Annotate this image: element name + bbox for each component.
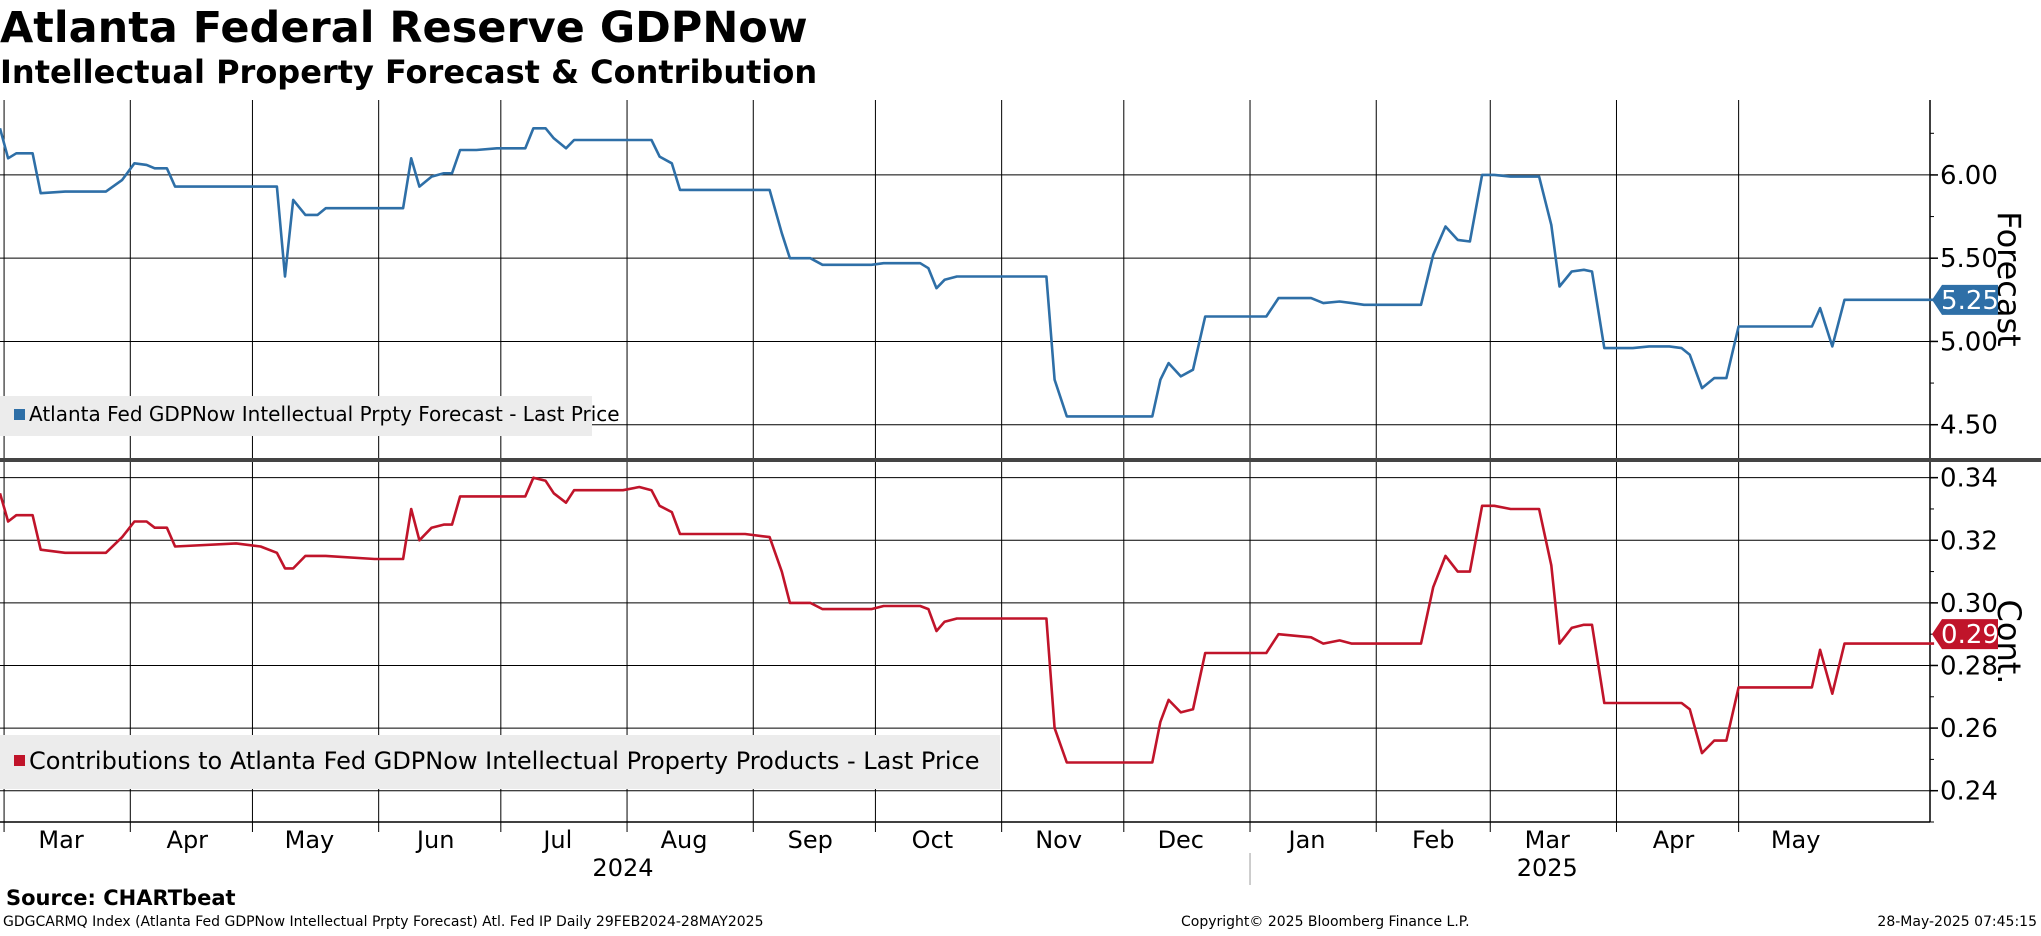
panel2-series-line — [0, 476, 1935, 764]
copyright-note: Copyright© 2025 Bloomberg Finance L.P. — [1181, 914, 1470, 930]
x-month-label: Apr — [1653, 826, 1695, 854]
panel2-y-tick-label: 0.24 — [1940, 777, 1998, 807]
timestamp: 28-May-2025 07:45:15 — [1877, 914, 2037, 930]
x-month-label: Nov — [1035, 826, 1082, 854]
panel2-y-tick-label: 0.34 — [1940, 464, 1998, 494]
panel1-y-tick-label: 6.00 — [1940, 161, 1998, 191]
chart-title: Atlanta Federal Reserve GDPNow — [0, 3, 808, 53]
panel1-y-axis-label: Forecast — [1990, 211, 2028, 346]
x-year-label: 2024 — [592, 854, 653, 882]
x-month-label: Dec — [1158, 826, 1204, 854]
panel1-y-tick-label: 5.00 — [1940, 327, 1998, 357]
x-month-label: Sep — [788, 826, 833, 854]
panel2-legend-swatch — [14, 755, 25, 766]
ticker-description: GDGCARMQ Index (Atlanta Fed GDPNow Intel… — [3, 914, 764, 930]
x-month-label: Feb — [1412, 826, 1455, 854]
panel2-last-value-label: 0.29 — [1941, 620, 1999, 650]
panel1-legend-box — [0, 396, 592, 436]
panel1-legend-swatch — [14, 409, 25, 420]
x-month-label: Oct — [912, 826, 954, 854]
panel1-y-tick-label: 4.50 — [1940, 411, 1998, 441]
x-month-label: Jan — [1287, 826, 1326, 854]
panel2-y-tick-label: 0.30 — [1940, 589, 1998, 619]
panel1-y-tick-label: 5.50 — [1940, 244, 1998, 274]
panel2-legend-label: Contributions to Atlanta Fed GDPNow Inte… — [29, 747, 979, 775]
x-month-label: May — [285, 826, 335, 854]
x-year-label: 2025 — [1517, 854, 1578, 882]
panel2-y-tick-label: 0.26 — [1940, 714, 1998, 744]
panel2-last-value-tag — [1932, 619, 1998, 650]
x-month-label: May — [1771, 826, 1821, 854]
x-month-label: Jul — [541, 826, 572, 854]
x-month-label: Mar — [38, 826, 83, 854]
panel1-legend-label: Atlanta Fed GDPNow Intellectual Prpty Fo… — [29, 402, 620, 426]
x-month-label: Apr — [167, 826, 209, 854]
x-month-label: Aug — [661, 826, 708, 854]
source-note: Source: CHARTbeat — [6, 886, 236, 910]
panel1-last-value-tag — [1932, 284, 1998, 315]
panel-separator — [0, 458, 2041, 462]
chart-subtitle: Intellectual Property Forecast & Contrib… — [0, 53, 818, 91]
panel2-legend-box — [0, 735, 1000, 789]
panel2-y-tick-label: 0.28 — [1940, 651, 1998, 681]
panel1-last-value-label: 5.25 — [1941, 286, 1999, 316]
panel2-y-tick-label: 0.32 — [1940, 526, 1998, 556]
panel1-series-line — [0, 127, 1935, 418]
x-month-label: Mar — [1525, 826, 1570, 854]
x-month-label: Jun — [415, 826, 455, 854]
